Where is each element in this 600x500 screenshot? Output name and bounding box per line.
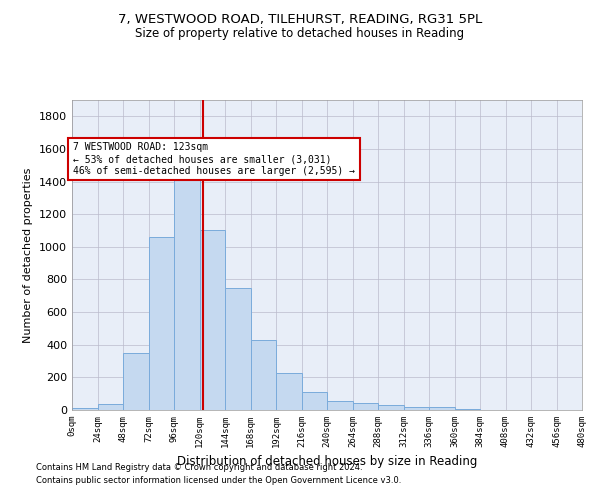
Bar [276, 374, 302, 410]
Y-axis label: Number of detached properties: Number of detached properties [23, 168, 34, 342]
Bar [123, 353, 149, 410]
Text: 7 WESTWOOD ROAD: 123sqm
← 53% of detached houses are smaller (3,031)
46% of semi: 7 WESTWOOD ROAD: 123sqm ← 53% of detache… [73, 142, 355, 176]
Text: Contains public sector information licensed under the Open Government Licence v3: Contains public sector information licen… [36, 476, 401, 485]
Bar [72, 408, 97, 410]
Bar [455, 409, 480, 410]
Text: Contains HM Land Registry data © Crown copyright and database right 2024.: Contains HM Land Registry data © Crown c… [36, 464, 362, 472]
X-axis label: Distribution of detached houses by size in Reading: Distribution of detached houses by size … [177, 456, 477, 468]
Bar [149, 237, 174, 410]
Bar [174, 170, 199, 410]
Bar [302, 392, 327, 410]
Bar [404, 406, 429, 410]
Bar [353, 402, 378, 410]
Text: 7, WESTWOOD ROAD, TILEHURST, READING, RG31 5PL: 7, WESTWOOD ROAD, TILEHURST, READING, RG… [118, 12, 482, 26]
Text: Size of property relative to detached houses in Reading: Size of property relative to detached ho… [136, 28, 464, 40]
Bar [327, 401, 353, 410]
Bar [429, 407, 455, 410]
Bar [251, 340, 276, 410]
Bar [199, 230, 225, 410]
Bar [97, 404, 123, 410]
Bar [378, 405, 404, 410]
Bar [225, 288, 251, 410]
